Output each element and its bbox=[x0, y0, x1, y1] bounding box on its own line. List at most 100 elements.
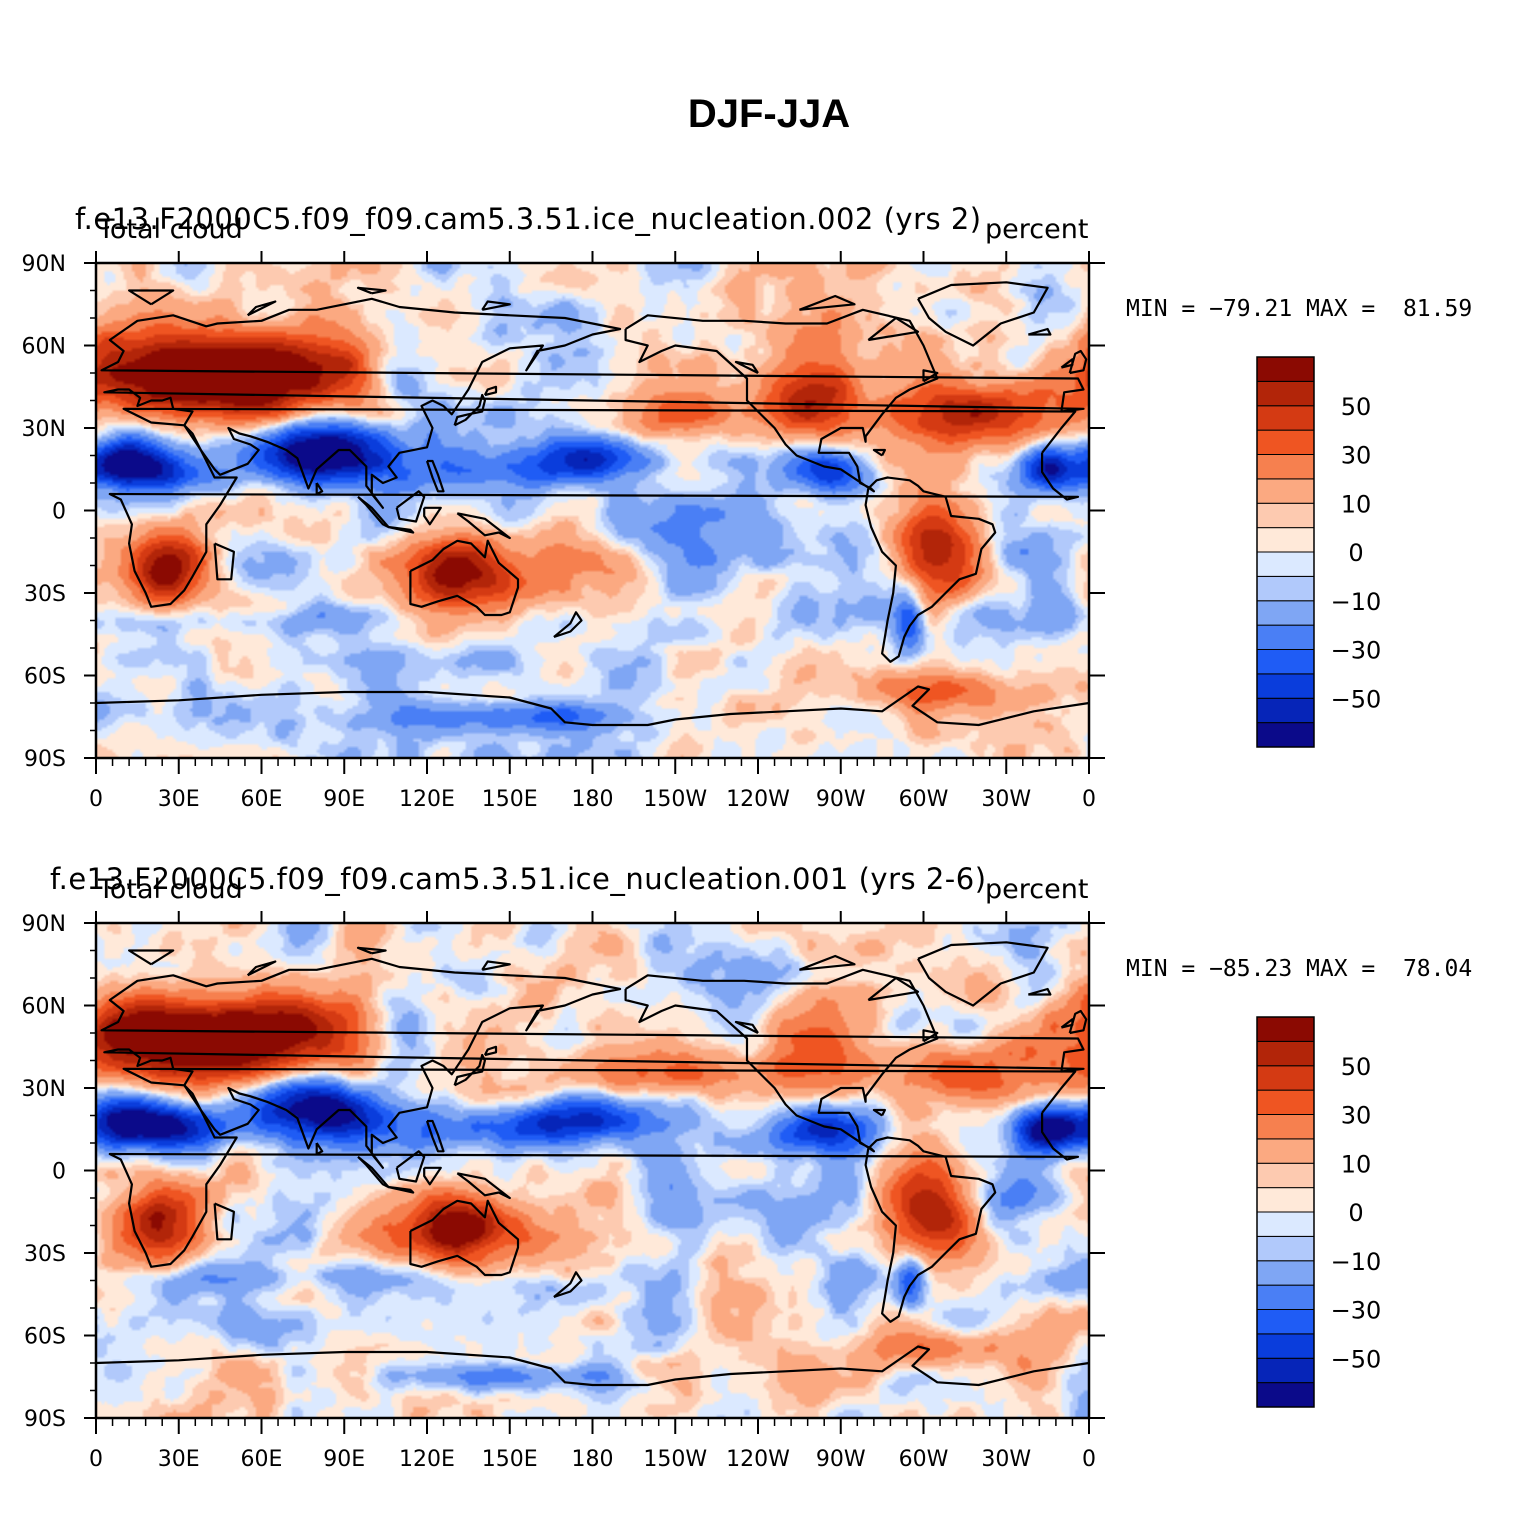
colorbar-label: −50 bbox=[1331, 1345, 1382, 1373]
variable-label: Total cloud bbox=[98, 214, 243, 245]
colorbar-swatch bbox=[1256, 624, 1315, 650]
x-tick-label: 120W bbox=[726, 787, 790, 812]
x-tick-label: 90E bbox=[323, 1447, 365, 1472]
coastline bbox=[357, 495, 390, 529]
colorbar-swatch bbox=[1256, 527, 1315, 553]
coastline bbox=[872, 1108, 887, 1117]
x-tick-label: 120E bbox=[399, 787, 455, 812]
colorbar-swatch bbox=[1256, 429, 1315, 455]
coastline bbox=[356, 946, 387, 955]
coastline bbox=[1027, 327, 1052, 336]
y-tick-label: 30N bbox=[22, 417, 66, 442]
map-plot: 0 30E 60E 90E 120E 150E 180 150W 120W 90W 60W 30W 09… bbox=[22, 251, 1382, 812]
coastline bbox=[453, 1053, 486, 1087]
x-tick-label: 60W bbox=[899, 787, 949, 812]
map-plot: 0 30E 60E 90E 120E 150E 180 150W 120W 90W 60W 30W 09… bbox=[22, 911, 1382, 1472]
coastline bbox=[213, 1202, 235, 1241]
coastline bbox=[95, 1345, 1090, 1387]
colorbar-swatch bbox=[1256, 551, 1315, 577]
coastline bbox=[624, 308, 939, 493]
coastline bbox=[1060, 358, 1074, 369]
figure-title: DJF-JJA bbox=[687, 92, 851, 136]
coastline bbox=[246, 300, 277, 317]
colorbar-label: 10 bbox=[1341, 1150, 1372, 1178]
coastline bbox=[867, 976, 920, 1002]
colorbar-frame bbox=[1256, 356, 1315, 748]
coastline bbox=[624, 968, 939, 1153]
contour-field bbox=[96, 263, 1089, 758]
y-tick-label: 30N bbox=[22, 1077, 66, 1102]
coastline bbox=[734, 360, 759, 374]
map-panel-bottom: f.e13.F2000C5.f09_f09.cam5.3.51.ice_nucl… bbox=[0, 850, 1538, 1510]
x-tick-label: 150E bbox=[482, 787, 538, 812]
coastline bbox=[867, 316, 920, 342]
x-tick-label: 150W bbox=[643, 787, 707, 812]
coastline bbox=[734, 1020, 759, 1034]
colorbar-swatch bbox=[1256, 1138, 1315, 1164]
coastline bbox=[100, 957, 1085, 1169]
coastline bbox=[100, 297, 1085, 509]
x-tick-label: 60E bbox=[241, 1447, 283, 1472]
coastline bbox=[395, 490, 426, 523]
colorbar-swatch bbox=[1256, 380, 1315, 407]
x-tick-label: 150W bbox=[643, 1447, 707, 1472]
coastline bbox=[425, 1119, 445, 1153]
y-tick-label: 90S bbox=[24, 1407, 66, 1432]
x-tick-label: 60E bbox=[241, 787, 283, 812]
colorbar-swatch bbox=[1256, 1382, 1315, 1408]
coastline bbox=[213, 542, 235, 581]
colorbar-swatch bbox=[1256, 405, 1315, 431]
colorbar-label: −50 bbox=[1331, 685, 1382, 713]
colorbar-frame bbox=[1256, 1016, 1315, 1408]
coastline bbox=[388, 525, 415, 534]
coastline bbox=[917, 281, 1049, 347]
colorbar-swatch bbox=[1256, 1309, 1315, 1335]
map-panel-top: f.e13.F2000C5.f09_f09.cam5.3.51.ice_nucl… bbox=[0, 190, 1538, 850]
colorbar-swatch bbox=[1256, 1114, 1315, 1140]
coastline bbox=[917, 941, 1049, 1007]
coastline bbox=[799, 954, 856, 971]
coastline bbox=[423, 506, 442, 526]
colorbar-label: 0 bbox=[1348, 539, 1363, 567]
y-tick-label: 90N bbox=[22, 252, 66, 277]
x-tick-label: 30E bbox=[158, 1447, 200, 1472]
x-tick-label: 150E bbox=[482, 1447, 538, 1472]
x-tick-label: 30E bbox=[158, 787, 200, 812]
x-tick-label: 90W bbox=[816, 787, 866, 812]
x-tick-label: 120E bbox=[399, 1447, 455, 1472]
colorbar-swatch bbox=[1256, 1016, 1315, 1042]
x-tick-label: 0 bbox=[89, 787, 103, 812]
coastline bbox=[315, 482, 324, 496]
coastline bbox=[922, 1029, 939, 1043]
coastline bbox=[246, 960, 277, 977]
coastline bbox=[864, 1136, 997, 1323]
coastline bbox=[453, 393, 486, 427]
coastline bbox=[483, 385, 498, 397]
coastline bbox=[483, 1045, 498, 1057]
colorbar-swatch bbox=[1256, 1211, 1315, 1237]
x-tick-label: 90W bbox=[816, 1447, 866, 1472]
coastlines bbox=[95, 941, 1090, 1387]
colorbar-swatch bbox=[1256, 697, 1315, 724]
colorbar-label: 30 bbox=[1341, 1102, 1372, 1130]
x-tick-label: 30W bbox=[981, 1447, 1031, 1472]
colorbar-swatch bbox=[1256, 478, 1315, 504]
coastline bbox=[799, 294, 856, 311]
y-tick-label: 0 bbox=[52, 500, 66, 525]
coastline bbox=[456, 1172, 511, 1200]
y-tick-label: 0 bbox=[52, 1160, 66, 1185]
coastline bbox=[553, 1271, 583, 1299]
coastline bbox=[409, 1199, 520, 1277]
coastline bbox=[922, 369, 939, 383]
coastline bbox=[1068, 349, 1088, 375]
colorbar-swatch bbox=[1256, 1040, 1315, 1067]
coastline bbox=[315, 1142, 324, 1156]
colorbar-label: −10 bbox=[1331, 1248, 1382, 1276]
coastline bbox=[128, 949, 175, 966]
coastline bbox=[108, 1067, 1080, 1268]
coastline bbox=[388, 1185, 415, 1194]
colorbar-swatch bbox=[1256, 1162, 1315, 1189]
coastline bbox=[423, 1166, 442, 1186]
colorbar-swatch bbox=[1256, 1235, 1315, 1262]
y-tick-label: 30S bbox=[24, 582, 66, 607]
